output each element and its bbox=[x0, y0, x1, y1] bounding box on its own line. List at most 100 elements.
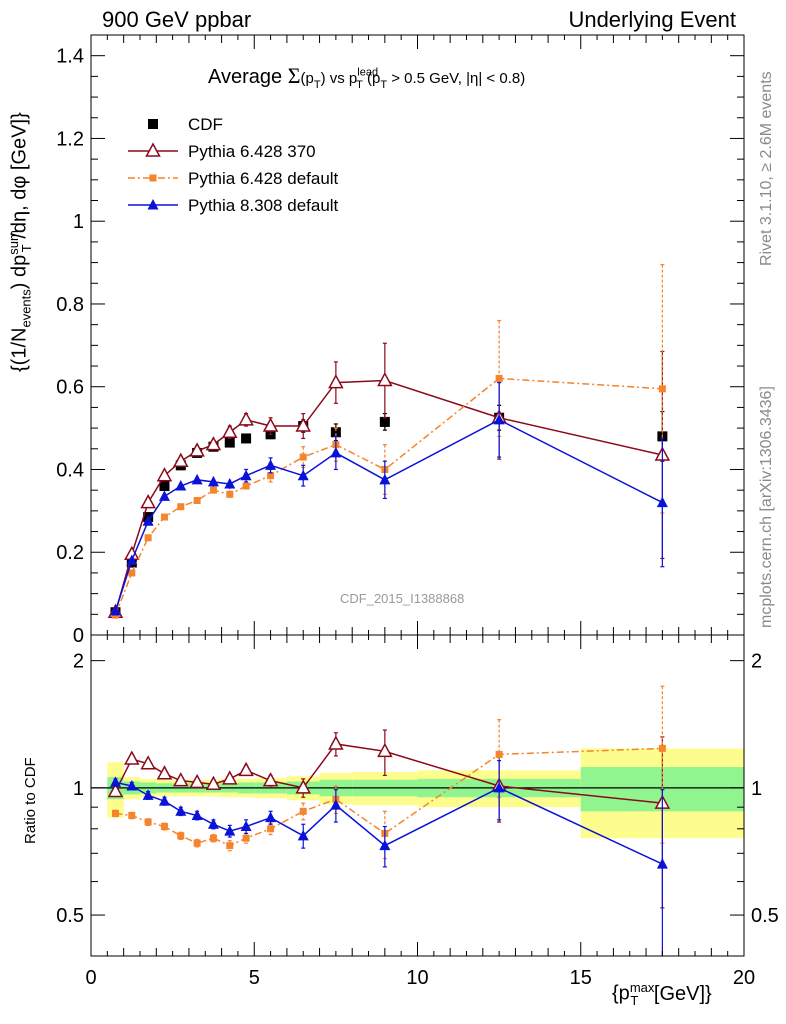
y-tick-label-ratio-right: 2 bbox=[751, 651, 762, 673]
ratio-point-pythia-8-308-default bbox=[379, 839, 391, 851]
ratio-point-pythia-8-308-default bbox=[240, 820, 252, 832]
legend-label-pythia-6-428-370: Pythia 6.428 370 bbox=[188, 142, 316, 161]
main-point-pythia-8-308-default bbox=[191, 473, 203, 485]
ratio-point-pythia-6-428-default bbox=[226, 842, 234, 850]
rivet-version-label: Rivet 3.1.10, ≥ 2.6M events bbox=[758, 71, 775, 266]
main-point-pythia-8-308-default bbox=[240, 469, 252, 481]
legend-entry-pythia-6-428-default: Pythia 6.428 default bbox=[128, 169, 339, 188]
main-point-cdf bbox=[241, 433, 252, 444]
main-point-pythia-8-308-default bbox=[158, 490, 170, 501]
main-point-pythia-6-428-default bbox=[144, 534, 152, 542]
legend-entry-pythia-8-308-default: Pythia 8.308 default bbox=[128, 196, 339, 215]
main-point-cdf bbox=[379, 416, 390, 427]
main-point-pythia-6-428-default bbox=[193, 497, 201, 505]
main-point-pythia-8-308-default bbox=[656, 496, 668, 508]
energy-label: 900 GeV ppbar bbox=[102, 7, 252, 32]
x-axis-label: {pmaxT [GeV]} bbox=[612, 980, 712, 1008]
legend-label-pythia-6-428-default: Pythia 6.428 default bbox=[188, 169, 339, 188]
ratio-point-pythia-6-428-370 bbox=[238, 761, 254, 777]
legend-marker-pythia-6-428-default bbox=[149, 174, 157, 182]
ratio-point-pythia-8-308-default bbox=[126, 780, 138, 791]
main-point-pythia-8-308-default bbox=[207, 475, 219, 487]
main-point-pythia-8-308-default bbox=[493, 413, 505, 425]
y-tick-label-ratio: 2 bbox=[73, 651, 84, 673]
main-point-pythia-8-308-default bbox=[265, 459, 277, 470]
legend-marker-pythia-8-308-default bbox=[147, 199, 159, 210]
process-label: Underlying Event bbox=[568, 7, 736, 32]
ratio-point-pythia-6-428-default bbox=[111, 809, 119, 817]
ratio-series-pythia-8-308-default bbox=[109, 760, 668, 956]
main-point-pythia-8-308-default bbox=[175, 480, 187, 491]
main-point-pythia-6-428-370 bbox=[156, 467, 173, 482]
ratio-point-pythia-8-308-default bbox=[158, 795, 170, 806]
ratio-point-pythia-8-308-default bbox=[175, 805, 187, 816]
ratio-point-pythia-6-428-default bbox=[495, 750, 503, 758]
y-tick-label-ratio: 0.5 bbox=[56, 905, 84, 927]
x-tick-label: 15 bbox=[570, 967, 592, 989]
main-series-pythia-8-308-default bbox=[109, 381, 668, 616]
x-tick-label: 10 bbox=[406, 967, 428, 989]
x-tick-label: 5 bbox=[249, 967, 260, 989]
main-point-cdf bbox=[159, 481, 170, 492]
ratio-point-pythia-8-308-default bbox=[265, 811, 277, 823]
ratio-point-pythia-8-308-default bbox=[330, 799, 342, 810]
main-point-pythia-6-428-default bbox=[495, 374, 503, 382]
y-tick-label-ratio: 1 bbox=[73, 778, 84, 800]
ratio-point-pythia-6-428-370 bbox=[377, 742, 393, 758]
main-point-pythia-6-428-370 bbox=[205, 436, 222, 451]
legend-entry-pythia-6-428-370: Pythia 6.428 370 bbox=[128, 142, 316, 161]
ratio-point-pythia-6-428-370 bbox=[205, 775, 222, 790]
main-point-pythia-6-428-370 bbox=[173, 452, 189, 467]
y-axis-label-main: {(1/Nevents) dpsumT /dη, dφ [GeV]} bbox=[6, 112, 34, 372]
ratio-point-pythia-6-428-default bbox=[193, 839, 201, 847]
ratio-point-pythia-8-308-default bbox=[493, 781, 505, 793]
main-series-pythia-6-428-default bbox=[111, 264, 666, 619]
main-point-pythia-8-308-default bbox=[109, 605, 121, 616]
y-tick-label-main: 1 bbox=[73, 211, 84, 233]
ratio-point-pythia-6-428-default bbox=[160, 823, 168, 831]
y-tick-label-main: 0.6 bbox=[56, 377, 84, 399]
ratio-point-pythia-6-428-default bbox=[144, 818, 152, 826]
y-tick-label-ratio-right: 1 bbox=[751, 778, 762, 800]
x-tick-label: 20 bbox=[733, 967, 755, 989]
main-point-pythia-6-428-370 bbox=[262, 417, 279, 432]
ratio-point-pythia-6-428-370 bbox=[107, 782, 124, 798]
ratio-point-pythia-6-428-default bbox=[242, 834, 250, 842]
main-point-pythia-6-428-default bbox=[242, 482, 250, 490]
main-point-pythia-6-428-default bbox=[177, 503, 185, 511]
ratio-point-pythia-6-428-default bbox=[209, 834, 217, 842]
ratio-point-pythia-6-428-370 bbox=[156, 765, 173, 780]
legend-marker-cdf bbox=[148, 119, 158, 129]
ratio-point-pythia-6-428-370 bbox=[262, 772, 279, 787]
ratio-point-pythia-6-428-370 bbox=[295, 779, 311, 794]
ratio-point-pythia-8-308-default bbox=[142, 789, 154, 800]
y-tick-label-main: 1.4 bbox=[56, 46, 84, 68]
x-tick-label: 0 bbox=[85, 967, 96, 989]
main-line-pythia-6-428-default bbox=[114, 377, 663, 616]
main-point-pythia-6-428-default bbox=[226, 490, 234, 498]
ratio-series-pythia-6-428-default bbox=[111, 685, 666, 860]
legend: CDF Pythia 6.428 370 Pythia 6.428 default P… bbox=[128, 115, 339, 215]
y-tick-label-main: 0.8 bbox=[56, 294, 84, 316]
main-point-pythia-6-428-default bbox=[209, 486, 217, 494]
main-point-pythia-8-308-default bbox=[297, 469, 309, 481]
ratio-point-pythia-8-308-default bbox=[656, 858, 668, 869]
source-label: mcplots.cern.ch [arXiv:1306.3436] bbox=[758, 386, 775, 628]
main-point-pythia-6-428-default bbox=[160, 513, 168, 521]
y-tick-label-main: 0 bbox=[73, 625, 84, 647]
ratio-point-pythia-8-308-default bbox=[224, 825, 236, 836]
legend-marker-pythia-6-428-370 bbox=[145, 142, 161, 157]
main-point-pythia-6-428-370 bbox=[328, 374, 344, 389]
ratio-point-pythia-6-428-370 bbox=[173, 772, 189, 787]
legend-label-pythia-8-308-default: Pythia 8.308 default bbox=[188, 196, 339, 215]
y-tick-label-main: 0.4 bbox=[56, 459, 84, 481]
ratio-point-pythia-6-428-default bbox=[267, 825, 275, 833]
ratio-point-pythia-6-428-default bbox=[658, 744, 666, 752]
series-layer bbox=[91, 264, 744, 956]
y-tick-label-main: 1.2 bbox=[56, 128, 84, 150]
main-point-pythia-6-428-default bbox=[267, 472, 275, 480]
main-point-pythia-6-428-default bbox=[658, 385, 666, 393]
ratio-point-pythia-6-428-default bbox=[177, 832, 185, 840]
legend-label-cdf: CDF bbox=[188, 115, 223, 134]
